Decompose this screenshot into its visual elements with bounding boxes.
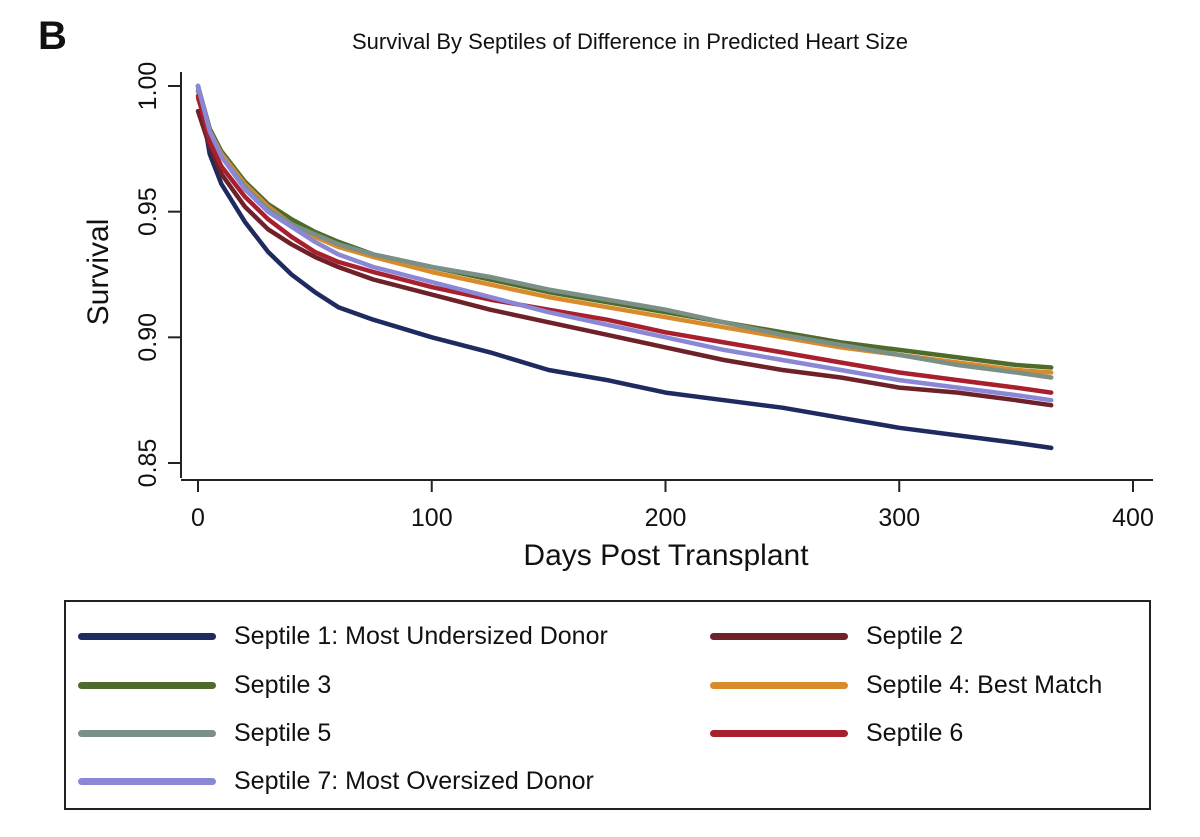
legend-item-septile-2: Septile 2	[710, 616, 963, 656]
legend-swatch-septile-5	[78, 729, 216, 737]
chart-legend: Septile 1: Most Undersized Donor Septile…	[64, 600, 1151, 810]
legend-item-septile-4: Septile 4: Best Match	[710, 665, 1102, 705]
series-line-septile-1	[195, 83, 1054, 451]
x-tick-label: 400	[1112, 504, 1154, 532]
x-tick-label: 0	[191, 504, 205, 532]
series-line-septile-7	[195, 83, 1054, 403]
legend-label-septile-3: Septile 3	[234, 670, 332, 699]
legend-swatch-septile-6	[710, 729, 848, 737]
legend-item-septile-6: Septile 6	[710, 713, 963, 753]
x-axis-title: Days Post Transplant	[523, 539, 809, 572]
legend-swatch-septile-7	[78, 777, 216, 785]
legend-swatch-septile-2	[710, 632, 848, 640]
y-tick-label: 0.85	[134, 439, 162, 488]
legend-item-septile-5: Septile 5	[78, 713, 331, 753]
legend-item-septile-3: Septile 3	[78, 665, 331, 705]
legend-item-septile-1: Septile 1: Most Undersized Donor	[78, 616, 608, 656]
legend-label-septile-4: Septile 4: Best Match	[866, 670, 1103, 699]
y-tick-label: 1.00	[134, 62, 162, 111]
x-tick-label: 100	[411, 504, 453, 532]
legend-swatch-septile-1	[78, 632, 216, 640]
series-line-septile-6	[195, 93, 1054, 395]
chart-plot: 0 100 200 300 400 0.85 0.90 0.95 1.00 Days Post T…	[82, 62, 1154, 572]
y-axis-title: Survival	[82, 219, 115, 326]
series-line-septile-2	[195, 108, 1054, 408]
legend-item-septile-7: Septile 7: Most Oversized Donor	[78, 761, 594, 801]
legend-swatch-septile-3	[78, 681, 216, 689]
x-tick-label: 300	[878, 504, 920, 532]
chart-title: Survival By Septiles of Difference in Pr…	[352, 29, 908, 54]
legend-label-septile-1: Septile 1: Most Undersized Donor	[234, 621, 608, 650]
y-tick-label: 0.95	[134, 187, 162, 236]
panel-label: B	[38, 14, 67, 58]
legend-label-septile-6: Septile 6	[866, 718, 964, 747]
x-tick-label: 200	[645, 504, 687, 532]
legend-label-septile-7: Septile 7: Most Oversized Donor	[234, 766, 594, 795]
legend-swatch-septile-4	[710, 681, 848, 689]
legend-label-septile-2: Septile 2	[866, 621, 964, 650]
legend-label-septile-5: Septile 5	[234, 718, 332, 747]
y-tick-label: 0.90	[134, 313, 162, 362]
